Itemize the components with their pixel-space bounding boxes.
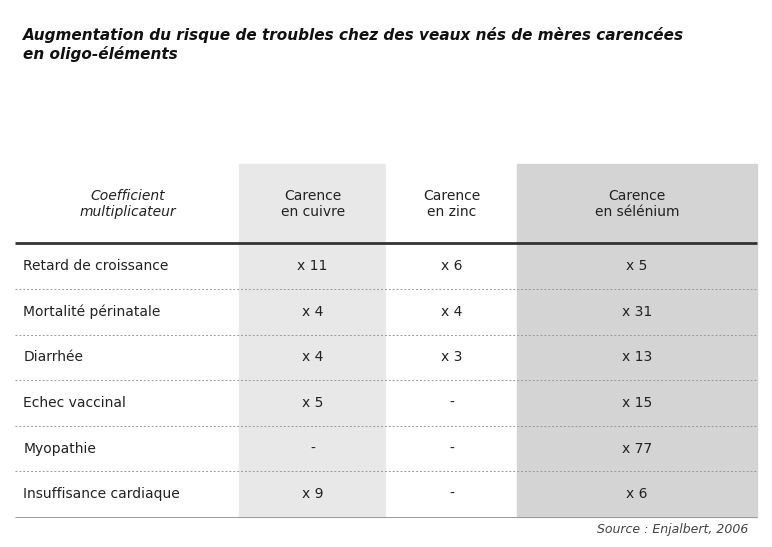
Text: x 5: x 5 — [626, 259, 648, 273]
Text: Coefficient
multiplicateur: Coefficient multiplicateur — [79, 189, 176, 219]
Text: Myopathie: Myopathie — [23, 441, 96, 456]
Text: x 4: x 4 — [302, 351, 323, 364]
Text: x 31: x 31 — [621, 305, 652, 319]
Text: x 13: x 13 — [621, 351, 652, 364]
Text: -: - — [449, 396, 454, 410]
Text: Augmentation du risque de troubles chez des veaux nés de mères carencées
en olig: Augmentation du risque de troubles chez … — [23, 27, 684, 62]
Text: x 3: x 3 — [441, 351, 462, 364]
Text: -: - — [310, 441, 315, 456]
Text: Insuffisance cardiaque: Insuffisance cardiaque — [23, 487, 180, 501]
Text: -: - — [449, 441, 454, 456]
Text: Carence
en sélénium: Carence en sélénium — [594, 189, 679, 219]
Text: Diarrhée: Diarrhée — [23, 351, 83, 364]
Text: x 4: x 4 — [302, 305, 323, 319]
Text: Retard de croissance: Retard de croissance — [23, 259, 168, 273]
Text: Echec vaccinal: Echec vaccinal — [23, 396, 126, 410]
Text: Source : Enjalbert, 2006: Source : Enjalbert, 2006 — [598, 523, 749, 536]
Text: x 4: x 4 — [441, 305, 462, 319]
Text: x 6: x 6 — [626, 487, 648, 501]
Text: x 11: x 11 — [297, 259, 328, 273]
Text: Mortalité périnatale: Mortalité périnatale — [23, 305, 161, 319]
Text: x 9: x 9 — [302, 487, 323, 501]
Text: -: - — [449, 487, 454, 501]
Text: x 77: x 77 — [621, 441, 652, 456]
Text: x 5: x 5 — [302, 396, 323, 410]
Text: x 15: x 15 — [621, 396, 652, 410]
Text: Carence
en cuivre: Carence en cuivre — [280, 189, 345, 219]
Text: x 6: x 6 — [441, 259, 462, 273]
Text: Carence
en zinc: Carence en zinc — [423, 189, 480, 219]
